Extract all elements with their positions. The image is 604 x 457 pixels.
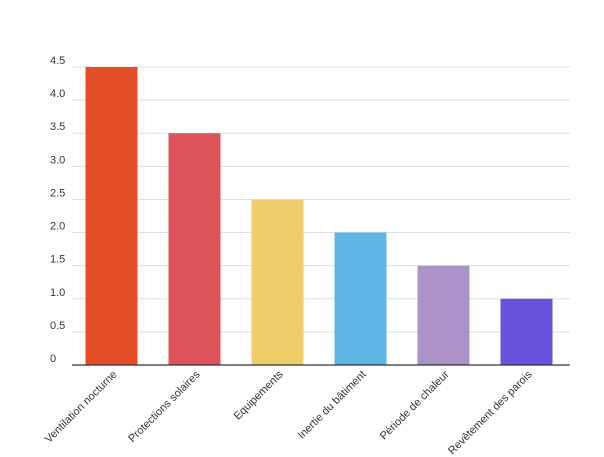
x-category-label: Ventilation nocturne [43,369,120,446]
y-tick-label: 2.0 [50,221,65,233]
y-tick-label: 2.5 [50,187,65,199]
y-tick-label: 3.5 [50,121,65,133]
y-tick-label: 4.5 [50,55,65,67]
bar [334,232,387,365]
bars [85,67,553,365]
y-tick-label: 1.0 [50,287,65,299]
y-tick-label: 1.5 [50,254,65,266]
x-axis-category-labels: Ventilation nocturne Protections solaires… [43,368,535,457]
y-tick-label: 0.5 [50,320,65,332]
bar [417,265,470,365]
y-tick-label: 0 [50,353,56,365]
x-category-label: Revêtement des parois [446,368,535,457]
x-category-label: Période de chaleur [378,368,452,442]
bar [168,133,221,365]
y-tick-label: 4.0 [50,88,65,100]
y-tick-label: 3.0 [50,154,65,166]
bar [500,298,553,365]
x-category-label: Equipements [232,368,286,422]
bar [251,199,304,365]
bar [85,67,138,365]
y-axis-tick-labels: 0 0.5 1.0 1.5 2.0 2.5 3.0 3.5 4.0 4.5 [50,55,65,365]
x-category-label: Inertie du bâtiment [296,369,369,442]
gridlines [72,66,570,333]
x-category-label: Protections solaires [126,368,203,445]
